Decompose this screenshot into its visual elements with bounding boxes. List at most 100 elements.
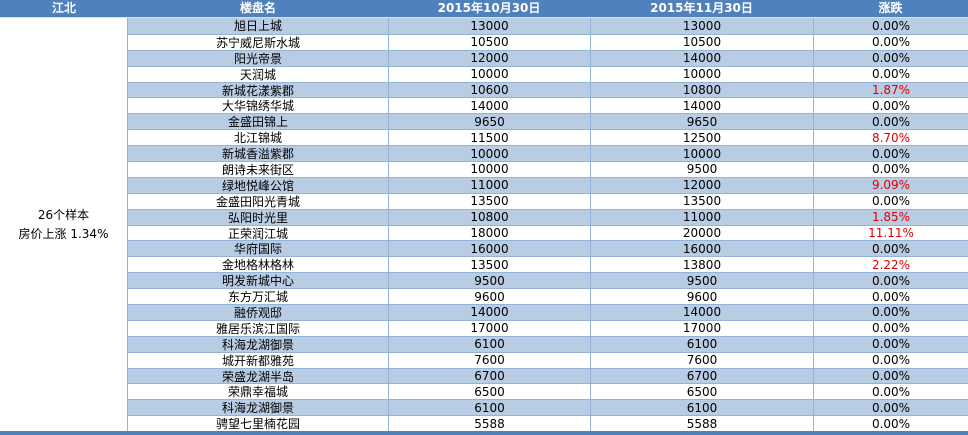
cell-oct[interactable]: 14000 bbox=[388, 304, 590, 320]
cell-oct[interactable]: 16000 bbox=[388, 240, 590, 257]
cell-change[interactable]: 0.00% bbox=[813, 240, 968, 257]
cell-change[interactable]: 0.00% bbox=[813, 351, 968, 368]
cell-nov[interactable]: 9650 bbox=[590, 113, 813, 130]
cell-nov[interactable]: 6100 bbox=[590, 335, 813, 352]
cell-oct[interactable]: 10500 bbox=[388, 33, 590, 50]
cell-name[interactable]: 荣鼎幸福城 bbox=[128, 383, 388, 400]
cell-change[interactable]: 0.00% bbox=[813, 415, 968, 432]
cell-oct[interactable]: 17000 bbox=[388, 319, 590, 336]
cell-nov[interactable]: 12000 bbox=[590, 176, 813, 193]
cell-name[interactable]: 弘阳时光里 bbox=[128, 208, 388, 225]
cell-name[interactable]: 荣盛龙湖半岛 bbox=[128, 367, 388, 384]
cell-change[interactable]: 11.11% bbox=[813, 224, 968, 241]
cell-oct[interactable]: 10000 bbox=[388, 65, 590, 82]
cell-oct[interactable]: 12000 bbox=[388, 49, 590, 66]
cell-name[interactable]: 北江锦城 bbox=[128, 129, 388, 146]
header-name-cell[interactable]: 楼盘名 bbox=[239, 1, 276, 15]
cell-nov[interactable]: 10500 bbox=[590, 33, 813, 50]
cell-nov[interactable]: 6100 bbox=[590, 399, 813, 416]
cell-nov[interactable]: 17000 bbox=[590, 319, 813, 336]
cell-oct[interactable]: 13500 bbox=[388, 192, 590, 209]
cell-nov[interactable]: 9500 bbox=[590, 161, 813, 177]
cell-name[interactable]: 新城香溢紫郡 bbox=[128, 145, 388, 162]
cell-name[interactable]: 城开新都雅苑 bbox=[128, 351, 388, 368]
cell-name[interactable]: 科海龙湖御景 bbox=[128, 399, 388, 416]
cell-name[interactable]: 新城花漾紫郡 bbox=[128, 81, 388, 98]
cell-name[interactable]: 明发新城中心 bbox=[128, 272, 388, 289]
cell-nov[interactable]: 14000 bbox=[590, 304, 813, 320]
cell-name[interactable]: 天润城 bbox=[128, 65, 388, 82]
cell-change[interactable]: 0.00% bbox=[813, 65, 968, 82]
cell-nov[interactable]: 13800 bbox=[590, 256, 813, 273]
cell-oct[interactable]: 7600 bbox=[388, 351, 590, 368]
cell-oct[interactable]: 10800 bbox=[388, 208, 590, 225]
region-summary-cell[interactable]: 26个样本 房价上涨 1.34% bbox=[0, 18, 128, 431]
cell-oct[interactable]: 6500 bbox=[388, 383, 590, 400]
cell-name[interactable]: 苏宁威尼斯水城 bbox=[128, 33, 388, 50]
cell-change[interactable]: 8.70% bbox=[813, 129, 968, 146]
cell-name[interactable]: 正荣润江城 bbox=[128, 224, 388, 241]
cell-change[interactable]: 0.00% bbox=[813, 192, 968, 209]
cell-name[interactable]: 大华锦绣华城 bbox=[128, 97, 388, 114]
cell-oct[interactable]: 11000 bbox=[388, 176, 590, 193]
cell-oct[interactable]: 6100 bbox=[388, 399, 590, 416]
cell-change[interactable]: 1.85% bbox=[813, 208, 968, 225]
cell-oct[interactable]: 10000 bbox=[388, 145, 590, 162]
cell-nov[interactable]: 6700 bbox=[590, 367, 813, 384]
cell-nov[interactable]: 5588 bbox=[590, 415, 813, 432]
cell-change[interactable]: 0.00% bbox=[813, 383, 968, 400]
cell-change[interactable]: 0.00% bbox=[813, 367, 968, 384]
cell-oct[interactable]: 9650 bbox=[388, 113, 590, 130]
cell-change[interactable]: 0.00% bbox=[813, 161, 968, 177]
cell-nov[interactable]: 10000 bbox=[590, 145, 813, 162]
cell-change[interactable]: 0.00% bbox=[813, 304, 968, 320]
header-date1-cell[interactable]: 2015年10月30日 bbox=[437, 1, 541, 15]
cell-name[interactable]: 金盛田阳光青城 bbox=[128, 192, 388, 209]
cell-change[interactable]: 0.00% bbox=[813, 113, 968, 130]
header-region-cell[interactable]: 江北 bbox=[51, 1, 76, 15]
cell-oct[interactable]: 6100 bbox=[388, 335, 590, 352]
cell-name[interactable]: 融侨观邸 bbox=[128, 304, 388, 320]
cell-oct[interactable]: 13000 bbox=[388, 18, 590, 34]
cell-change[interactable]: 0.00% bbox=[813, 272, 968, 289]
cell-name[interactable]: 朗诗未来街区 bbox=[128, 161, 388, 177]
cell-nov[interactable]: 9600 bbox=[590, 288, 813, 305]
cell-change[interactable]: 0.00% bbox=[813, 399, 968, 416]
cell-name[interactable]: 骋望七里楠花园 bbox=[128, 415, 388, 432]
cell-nov[interactable]: 14000 bbox=[590, 97, 813, 114]
cell-nov[interactable]: 9500 bbox=[590, 272, 813, 289]
cell-oct[interactable]: 14000 bbox=[388, 97, 590, 114]
cell-oct[interactable]: 6700 bbox=[388, 367, 590, 384]
cell-name[interactable]: 东方万汇城 bbox=[128, 288, 388, 305]
header-date2-cell[interactable]: 2015年11月30日 bbox=[650, 1, 753, 15]
cell-change[interactable]: 9.09% bbox=[813, 176, 968, 193]
cell-name[interactable]: 金盛田锦上 bbox=[128, 113, 388, 130]
cell-name[interactable]: 科海龙湖御景 bbox=[128, 335, 388, 352]
cell-oct[interactable]: 11500 bbox=[388, 129, 590, 146]
cell-change[interactable]: 0.00% bbox=[813, 97, 968, 114]
cell-nov[interactable]: 13000 bbox=[590, 18, 813, 34]
cell-nov[interactable]: 10000 bbox=[590, 65, 813, 82]
cell-oct[interactable]: 18000 bbox=[388, 224, 590, 241]
cell-nov[interactable]: 12500 bbox=[590, 129, 813, 146]
cell-oct[interactable]: 9600 bbox=[388, 288, 590, 305]
cell-name[interactable]: 绿地悦峰公馆 bbox=[128, 176, 388, 193]
cell-change[interactable]: 2.22% bbox=[813, 256, 968, 273]
cell-change[interactable]: 0.00% bbox=[813, 288, 968, 305]
cell-change[interactable]: 0.00% bbox=[813, 18, 968, 34]
cell-name[interactable]: 雅居乐滨江国际 bbox=[128, 319, 388, 336]
cell-nov[interactable]: 6500 bbox=[590, 383, 813, 400]
cell-nov[interactable]: 20000 bbox=[590, 224, 813, 241]
cell-nov[interactable]: 11000 bbox=[590, 208, 813, 225]
cell-change[interactable]: 0.00% bbox=[813, 335, 968, 352]
cell-name[interactable]: 旭日上城 bbox=[128, 18, 388, 34]
cell-nov[interactable]: 7600 bbox=[590, 351, 813, 368]
cell-change[interactable]: 0.00% bbox=[813, 145, 968, 162]
cell-nov[interactable]: 13500 bbox=[590, 192, 813, 209]
cell-name[interactable]: 华府国际 bbox=[128, 240, 388, 257]
cell-oct[interactable]: 5588 bbox=[388, 415, 590, 432]
cell-oct[interactable]: 13500 bbox=[388, 256, 590, 273]
cell-nov[interactable]: 10800 bbox=[590, 81, 813, 98]
cell-change[interactable]: 1.87% bbox=[813, 81, 968, 98]
cell-name[interactable]: 金地格林格林 bbox=[128, 256, 388, 273]
